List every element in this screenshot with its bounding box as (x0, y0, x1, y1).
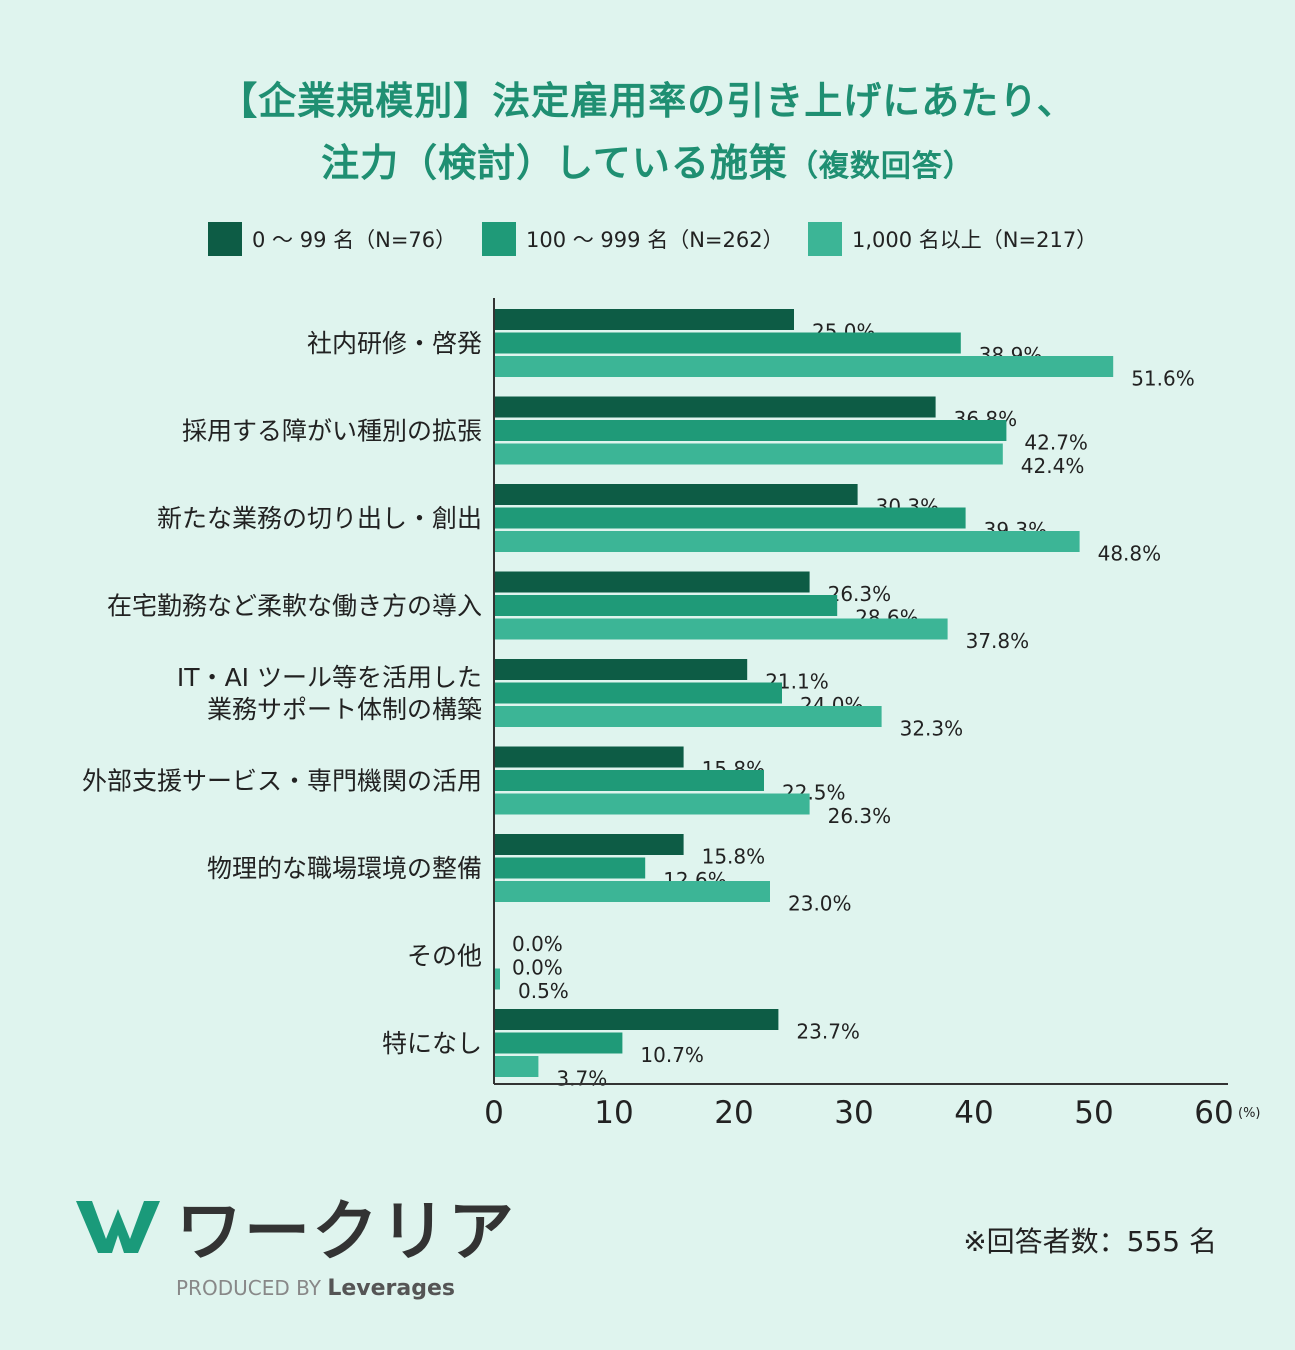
legend-label-medium: 100 〜 999 名（N=262） (526, 228, 784, 252)
value-label: 37.8% (966, 629, 1030, 653)
chart-title-main: 注力（検討）している施策 (321, 141, 788, 185)
category-label: 外部支援サービス・専門機関の活用 (82, 767, 482, 796)
bar (494, 332, 961, 354)
value-label: 15.8% (702, 845, 766, 869)
chart-title-line2: 注力（検討）している施策（複数回答） (0, 132, 1295, 187)
x-tick-label: 20 (714, 1095, 753, 1131)
bar (494, 420, 1007, 441)
legend-item-large: 1,000 名以上（N=217） (808, 222, 1097, 256)
category-label: IT・AI ツール等を活用した (177, 663, 482, 692)
value-label: 10.7% (640, 1043, 704, 1067)
chart-title-line1: 【企業規模別】法定雇用率の引き上げにあたり、 (219, 79, 1076, 123)
x-tick-label: 40 (954, 1095, 993, 1131)
bar (494, 834, 684, 855)
produced-by: PRODUCED BY Leverages (176, 1276, 516, 1301)
legend-item-medium: 100 〜 999 名（N=262） (482, 222, 784, 256)
bar (494, 881, 770, 902)
bar (494, 1032, 623, 1054)
value-label: 42.7% (1024, 431, 1088, 455)
legend-swatch-medium (482, 222, 516, 256)
category-label: 業務サポート体制の構築 (207, 695, 482, 724)
value-label: 3.7% (556, 1067, 607, 1091)
value-label: 0.0% (512, 932, 563, 956)
bar (494, 443, 1003, 465)
legend-label-large: 1,000 名以上（N=217） (852, 228, 1098, 252)
bar (494, 1056, 539, 1077)
x-tick-label: 30 (834, 1095, 873, 1131)
category-label: その他 (407, 942, 482, 971)
bar (494, 1009, 779, 1030)
x-tick-label: 10 (594, 1095, 633, 1131)
category-label: 物理的な職場環境の整備 (207, 854, 482, 883)
produced-by-label: PRODUCED BY (176, 1276, 321, 1300)
value-label: 42.4% (1021, 454, 1085, 478)
category-label: 特になし (382, 1029, 482, 1058)
value-label: 0.5% (518, 979, 569, 1003)
bar (494, 309, 794, 330)
x-tick-label: 60 (1194, 1095, 1233, 1131)
legend-swatch-large (808, 222, 842, 256)
value-label: 32.3% (900, 717, 964, 741)
bar (494, 770, 764, 791)
workclear-w-logo-icon (76, 1201, 160, 1253)
bar (494, 682, 782, 704)
bar (494, 618, 948, 640)
bar (494, 356, 1114, 377)
leverages-brand: Leverages (327, 1276, 455, 1301)
bar-chart: 社内研修・啓発 25.0%38.9%51.6%採用する障がい種別の拡張 36.8%4… (82, 298, 1261, 1131)
chart-title-sub: （複数回答） (787, 149, 974, 184)
bar (494, 968, 500, 990)
bar (494, 857, 646, 879)
category-label: 在宅勤務など柔軟な働き方の導入 (107, 592, 482, 621)
bar (494, 793, 810, 815)
category-label: 社内研修・啓発 (307, 329, 482, 358)
bar (494, 571, 810, 593)
bar (494, 396, 936, 418)
value-label: 23.0% (788, 892, 852, 916)
x-tick-label: 0 (484, 1095, 504, 1131)
category-label: 採用する障がい種別の拡張 (182, 417, 482, 446)
logo-text: ワークリア (176, 1193, 516, 1270)
value-label: 0.0% (512, 956, 563, 980)
bar (494, 507, 966, 529)
respondent-count-note: ※回答者数：555 名 (963, 1225, 1217, 1258)
value-label: 51.6% (1131, 367, 1195, 391)
x-tick-label: 50 (1074, 1095, 1113, 1131)
value-label: 48.8% (1098, 542, 1162, 566)
bar (494, 659, 748, 680)
value-label: 26.3% (828, 804, 892, 828)
category-label: 新たな業務の切り出し・創出 (157, 504, 482, 533)
brand-logo: ワークリア PRODUCED BY Leverages (76, 1178, 516, 1301)
legend-swatch-small (208, 222, 242, 256)
legend-label-small: 0 〜 99 名（N=76） (252, 228, 457, 252)
value-label: 26.3% (828, 582, 892, 606)
x-axis-unit: (%) (1238, 1106, 1261, 1121)
legend: 0 〜 99 名（N=76） 100 〜 999 名（N=262） 1,000 … (0, 222, 1295, 258)
bar (494, 595, 838, 616)
bar (494, 484, 858, 505)
legend-item-small: 0 〜 99 名（N=76） (208, 222, 456, 256)
bar (494, 706, 882, 727)
bar (494, 531, 1080, 552)
bar (494, 746, 684, 768)
value-label: 23.7% (796, 1020, 860, 1044)
